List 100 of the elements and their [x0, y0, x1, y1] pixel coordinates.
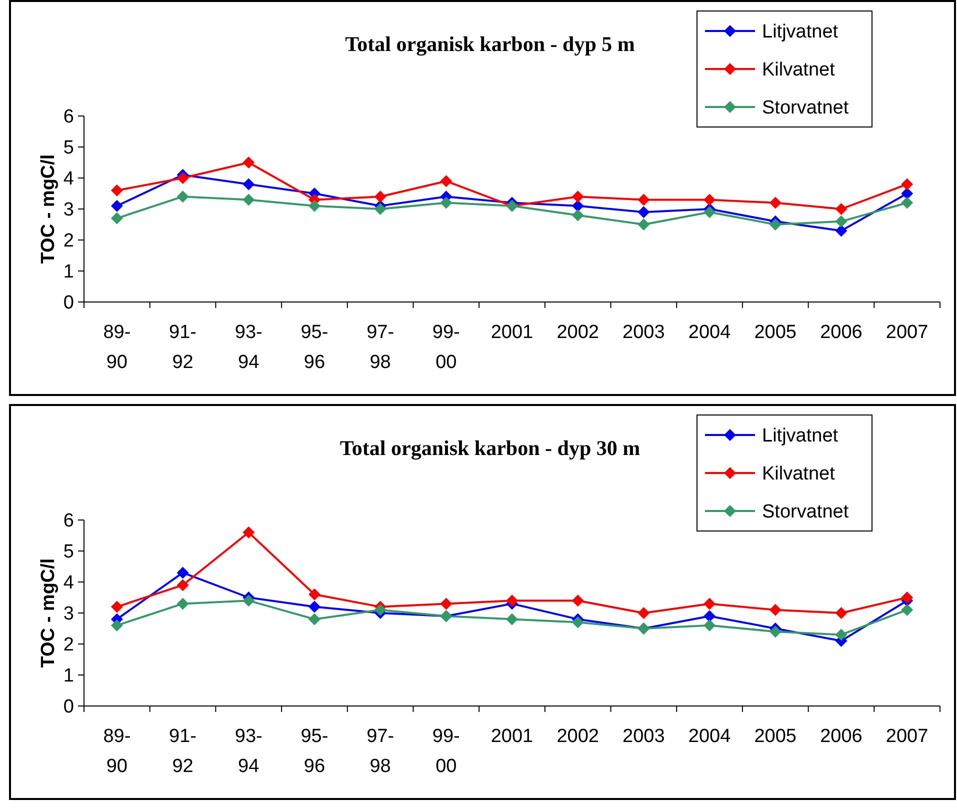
point: [638, 206, 650, 218]
x-tick-label: 93-94: [234, 322, 262, 373]
x-tick-label: 2001: [490, 726, 534, 747]
point: [242, 526, 255, 538]
point: [835, 203, 848, 215]
y-tick-label: 4: [63, 168, 74, 190]
x-tick-label: 2007: [886, 322, 928, 343]
y-tick-label: 2: [63, 230, 74, 252]
x-tick-label: 2002: [556, 726, 599, 747]
point: [769, 626, 782, 638]
point: [242, 178, 255, 190]
y-tick-label: 1: [63, 262, 74, 283]
legend-label: Kilvatnet: [762, 464, 836, 485]
point: [638, 218, 650, 230]
point: [176, 566, 189, 579]
point: [769, 218, 782, 230]
point: [572, 616, 584, 628]
point: [704, 610, 716, 622]
x-tick-label: 99-00: [432, 726, 460, 777]
legend-label: Storvatnet: [762, 98, 850, 119]
point: [835, 628, 848, 641]
x-tick-label: 99-00: [432, 322, 460, 373]
x-tick-label: 89-90: [103, 322, 131, 373]
point: [440, 598, 452, 610]
point: [901, 592, 914, 604]
x-tick-label: 97-98: [366, 726, 394, 777]
x-tick-label: 91-92: [169, 322, 197, 373]
y-axis-title: TOC - mgC/l: [38, 558, 59, 668]
x-tick-label: 93-94: [234, 726, 262, 777]
x-tick-label: 2006: [820, 726, 862, 747]
y-tick-label: 6: [63, 106, 74, 128]
point: [110, 212, 123, 224]
point: [308, 600, 320, 613]
y-tick-label: 3: [63, 604, 74, 625]
x-tick-label: 2007: [886, 726, 928, 747]
x-tick-label: 97-98: [366, 322, 394, 373]
point: [176, 172, 189, 184]
x-tick-label: 2001: [490, 322, 534, 343]
point: [572, 190, 584, 203]
y-tick-label: 0: [63, 292, 74, 314]
x-tick-label: 2006: [820, 322, 862, 343]
point: [440, 196, 452, 209]
point: [440, 175, 452, 188]
point: [704, 619, 716, 632]
point: [506, 594, 518, 607]
point: [835, 215, 848, 228]
x-tick-label: 2005: [754, 322, 797, 343]
x-tick-label: 91-92: [169, 726, 197, 777]
point: [110, 200, 123, 212]
x-tick-label: 2003: [622, 322, 665, 343]
point: [110, 184, 123, 196]
y-tick-label: 3: [63, 200, 74, 221]
x-tick-label: 2003: [622, 726, 665, 747]
point: [901, 196, 914, 209]
point: [835, 224, 848, 237]
point: [242, 194, 255, 206]
x-tick-label: 95-96: [300, 726, 328, 777]
point: [704, 194, 716, 206]
y-tick-label: 5: [63, 138, 74, 159]
point: [374, 604, 386, 616]
point: [110, 619, 123, 632]
point: [638, 194, 650, 206]
point: [374, 203, 386, 215]
point: [769, 196, 782, 209]
point: [308, 200, 320, 212]
point: [176, 190, 189, 203]
chart-title: Total organisk karbon - dyp 5 m: [345, 32, 636, 56]
x-tick-label: 2005: [754, 726, 797, 747]
point: [572, 200, 584, 212]
point: [242, 594, 255, 607]
point: [769, 604, 782, 616]
y-axis-title: TOC - mgC/l: [38, 154, 59, 264]
point: [638, 607, 650, 619]
point: [110, 600, 123, 613]
legend-label: Litjvatnet: [762, 426, 839, 447]
point: [176, 598, 189, 610]
x-tick-label: 2004: [688, 726, 732, 747]
point: [176, 579, 189, 592]
chart-title: Total organisk karbon - dyp 30 m: [340, 436, 641, 460]
legend-label: Kilvatnet: [762, 60, 836, 81]
point: [835, 607, 848, 619]
point: [242, 156, 255, 168]
point: [572, 209, 584, 222]
x-tick-label: 89-90: [103, 726, 131, 777]
x-tick-label: 95-96: [300, 322, 328, 373]
y-tick-label: 5: [63, 542, 74, 563]
y-tick-label: 2: [63, 634, 74, 656]
x-tick-label: 2004: [688, 322, 732, 343]
legend-label: Litjvatnet: [762, 22, 839, 43]
legend-label: Storvatnet: [762, 502, 850, 523]
point: [901, 604, 914, 616]
point: [704, 206, 716, 218]
point: [308, 613, 320, 626]
point: [506, 613, 518, 626]
y-tick-label: 0: [63, 696, 74, 718]
point: [374, 190, 386, 203]
point: [572, 594, 584, 607]
y-tick-label: 1: [63, 666, 74, 687]
point: [901, 178, 914, 190]
y-tick-label: 4: [63, 572, 74, 594]
